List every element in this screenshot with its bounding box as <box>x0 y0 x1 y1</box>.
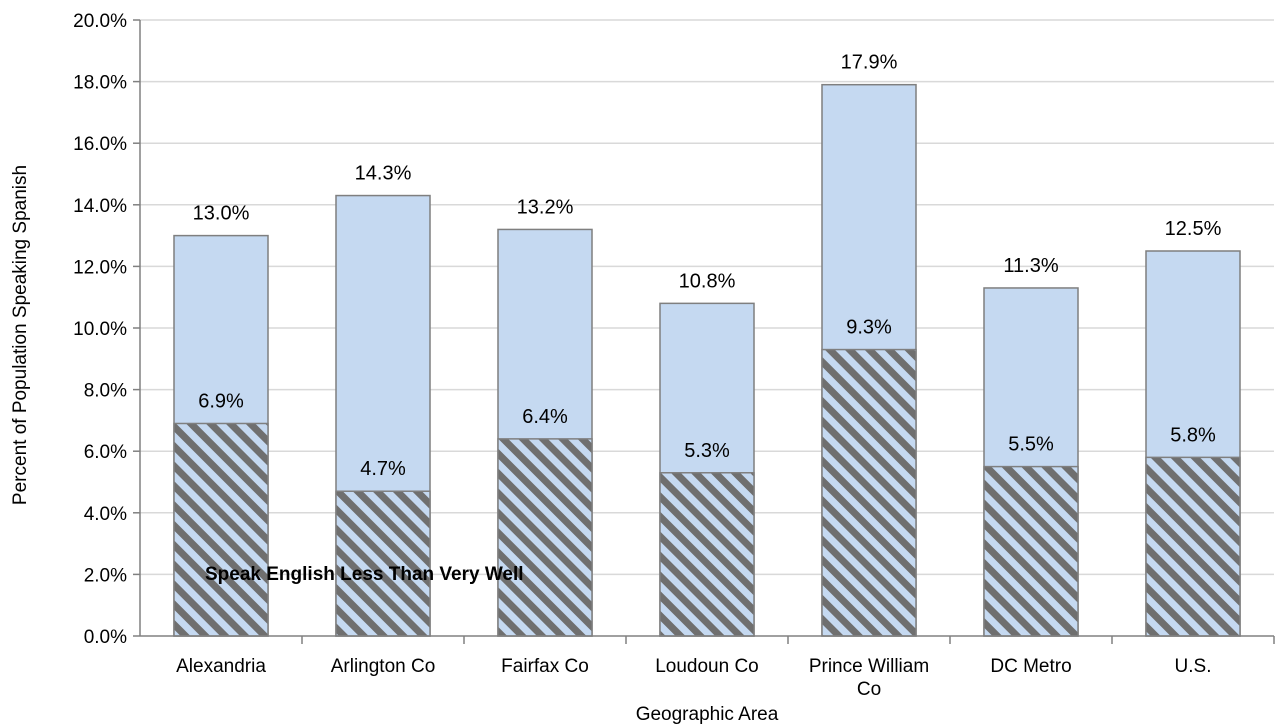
bar-limited-english <box>497 438 593 637</box>
y-tick-label: 18.0% <box>73 73 127 94</box>
bar-limited-english <box>1145 456 1241 637</box>
data-label-limited-english: 5.5% <box>1008 434 1054 456</box>
bars <box>173 83 1241 637</box>
data-label-limited-english: 5.3% <box>684 440 730 462</box>
y-tick-label: 6.0% <box>84 442 127 463</box>
y-tick-label: 0.0% <box>84 627 127 648</box>
y-tick-label: 2.0% <box>84 565 127 586</box>
data-label-total: 11.3% <box>1003 255 1058 277</box>
x-category-label: U.S. <box>1175 656 1212 677</box>
x-category-label: Loudoun Co <box>655 656 759 677</box>
x-category-label: Fairfax Co <box>501 656 589 677</box>
y-tick-label: 14.0% <box>73 196 127 217</box>
series-annotation-label: Speak English Less Than Very Well <box>205 564 524 585</box>
y-tick-label: 20.0% <box>73 11 127 32</box>
y-tick-label: 12.0% <box>73 257 127 278</box>
data-labels: 13.0% 6.9% 14.3% 4.7% 13.2% 6.4% 10.8% 5.3% 17.9… <box>193 52 1222 481</box>
x-category-label-line: Prince William <box>809 656 929 677</box>
data-label-total: 13.2% <box>517 196 574 218</box>
bar-limited-english <box>659 472 755 637</box>
data-label-limited-english: 4.7% <box>360 458 406 480</box>
data-label-limited-english: 6.9% <box>198 390 244 412</box>
data-label-total: 14.3% <box>355 163 412 185</box>
x-category-label-line: DC Metro <box>990 656 1071 677</box>
bar-limited-english <box>173 422 269 637</box>
data-label-total: 17.9% <box>841 52 898 74</box>
x-axis-title: Geographic Area <box>636 704 779 725</box>
bar-limited-english <box>983 465 1079 637</box>
x-category-label-line: Alexandria <box>176 656 266 677</box>
y-tick-label: 16.0% <box>73 134 127 155</box>
x-category-label-line: Arlington Co <box>331 656 436 677</box>
x-category-label: Prince William Co <box>809 656 929 700</box>
data-label-limited-english: 9.3% <box>846 317 892 339</box>
data-label-total: 12.5% <box>1165 218 1222 240</box>
x-category-label-line: Loudoun Co <box>655 656 759 677</box>
data-label-total: 10.8% <box>679 270 736 292</box>
axes: 0.0% 2.0% 4.0% 6.0% 8.0% 10.0% 12.0% 14.0% 16.0%… <box>73 11 1275 700</box>
x-category-label: Alexandria <box>176 656 266 677</box>
data-label-total: 13.0% <box>193 203 250 225</box>
y-tick-label: 4.0% <box>84 504 127 525</box>
x-category-label: DC Metro <box>990 656 1071 677</box>
x-category-label-line: U.S. <box>1175 656 1212 677</box>
x-category-label: Arlington Co <box>331 656 436 677</box>
x-category-label-line: Co <box>857 679 881 700</box>
y-axis-title: Percent of Population Speaking Spanish <box>10 165 31 505</box>
x-category-label-line: Fairfax Co <box>501 656 589 677</box>
bar-limited-english <box>821 348 917 637</box>
y-tick-label: 10.0% <box>73 319 127 340</box>
data-label-limited-english: 6.4% <box>522 406 568 428</box>
y-tick-label: 8.0% <box>84 381 127 402</box>
data-label-limited-english: 5.8% <box>1170 424 1216 446</box>
